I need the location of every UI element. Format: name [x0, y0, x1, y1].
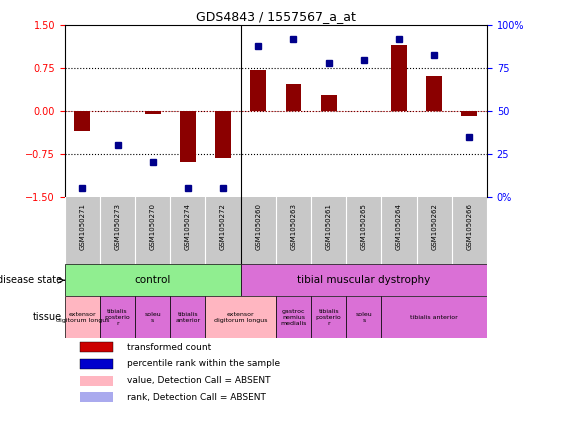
Text: percentile rank within the sample: percentile rank within the sample [127, 359, 280, 368]
Text: GSM1050274: GSM1050274 [185, 203, 191, 250]
Bar [311, 296, 346, 338]
Bar [81, 342, 113, 352]
Bar [285, 84, 301, 111]
Text: GSM1050264: GSM1050264 [396, 203, 402, 250]
Bar [81, 359, 113, 369]
Text: tibial muscular dystrophy: tibial muscular dystrophy [297, 275, 431, 285]
Bar [171, 296, 205, 338]
Bar [65, 296, 100, 338]
Bar [74, 111, 90, 131]
Text: gastroc
nemius
medialis: gastroc nemius medialis [280, 309, 307, 326]
Bar [65, 264, 241, 296]
Bar [391, 45, 407, 111]
Text: value, Detection Call = ABSENT: value, Detection Call = ABSENT [127, 376, 271, 385]
Text: GSM1050263: GSM1050263 [291, 203, 297, 250]
Bar [100, 296, 135, 338]
Bar [251, 70, 266, 111]
Text: tibialis
posterio
r: tibialis posterio r [316, 309, 342, 326]
Text: extensor
digitorum longus: extensor digitorum longus [214, 312, 267, 323]
Bar [382, 296, 487, 338]
Bar [145, 111, 160, 114]
Text: GSM1050273: GSM1050273 [114, 203, 120, 250]
Bar [346, 296, 382, 338]
Text: transformed count: transformed count [127, 343, 212, 352]
Bar [426, 76, 442, 111]
Bar [205, 296, 276, 338]
Text: soleu
s: soleu s [355, 312, 372, 323]
Bar [81, 392, 113, 402]
Text: soleu
s: soleu s [144, 312, 161, 323]
Bar [215, 111, 231, 159]
Text: GSM1050265: GSM1050265 [361, 203, 367, 250]
Text: GSM1050262: GSM1050262 [431, 203, 437, 250]
Text: tissue: tissue [33, 312, 62, 322]
Text: rank, Detection Call = ABSENT: rank, Detection Call = ABSENT [127, 393, 266, 402]
Text: GSM1050270: GSM1050270 [150, 203, 156, 250]
Text: GSM1050261: GSM1050261 [325, 203, 332, 250]
Bar [276, 296, 311, 338]
Text: GSM1050260: GSM1050260 [255, 203, 261, 250]
Text: extensor
digitorum longus: extensor digitorum longus [56, 312, 109, 323]
Bar [135, 296, 171, 338]
Text: tibialis anterior: tibialis anterior [410, 315, 458, 320]
Text: control: control [135, 275, 171, 285]
Text: tibialis
posterio
r: tibialis posterio r [105, 309, 131, 326]
Bar [180, 111, 196, 162]
Text: tibialis
anterior: tibialis anterior [175, 312, 200, 323]
Text: disease state: disease state [0, 275, 62, 285]
Text: GSM1050271: GSM1050271 [79, 203, 86, 250]
Bar [81, 376, 113, 386]
Text: GSM1050266: GSM1050266 [466, 203, 472, 250]
Bar [241, 264, 487, 296]
Title: GDS4843 / 1557567_a_at: GDS4843 / 1557567_a_at [196, 10, 356, 23]
Bar [321, 95, 337, 111]
Bar [462, 111, 477, 115]
Text: GSM1050272: GSM1050272 [220, 203, 226, 250]
